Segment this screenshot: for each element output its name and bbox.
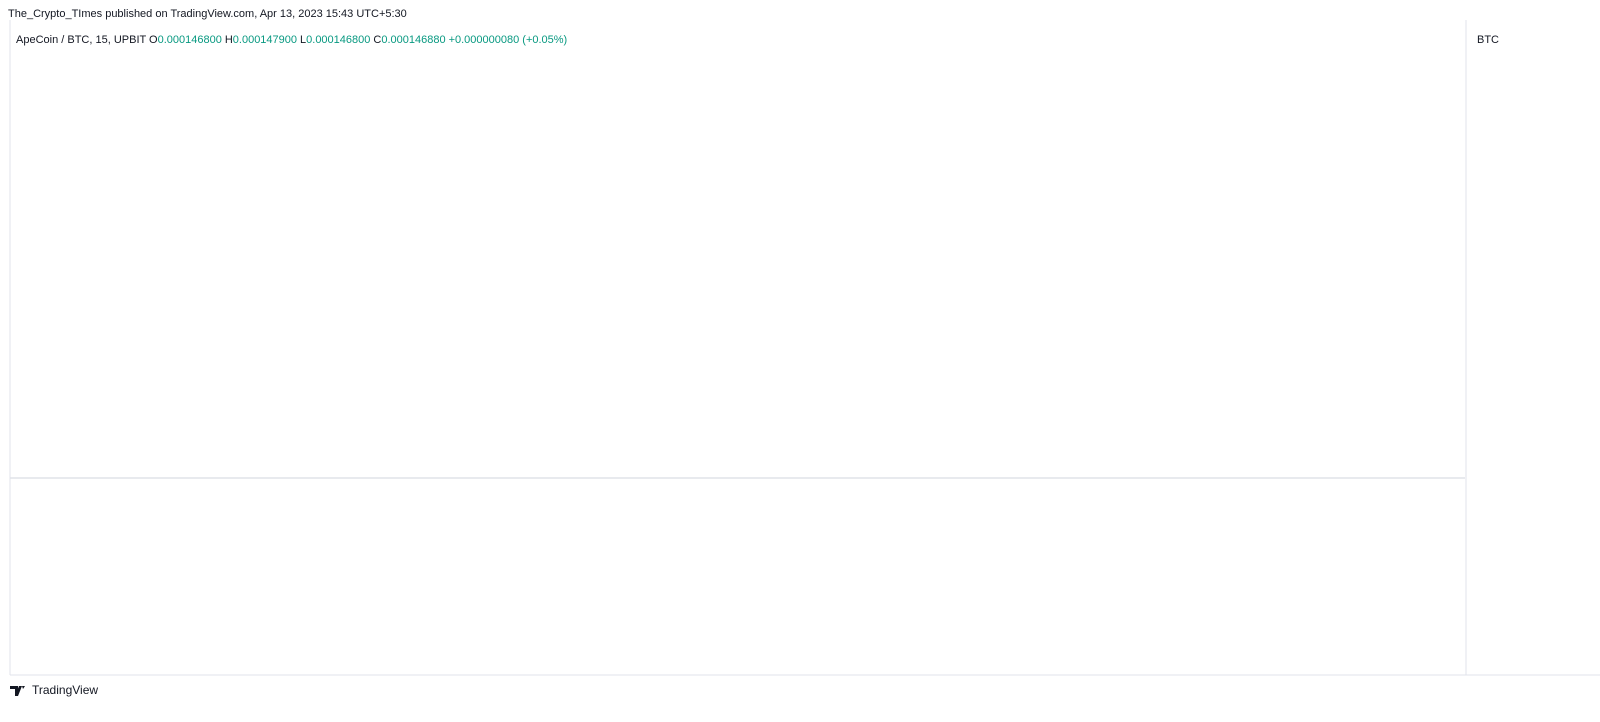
currency: BTC [1477, 34, 1499, 46]
ohlc-value: 0.000146800 [306, 34, 370, 46]
ohlc-key: O [149, 34, 158, 46]
publisher-line: The_Crypto_TImes published on TradingVie… [8, 8, 407, 20]
tradingview-logo [10, 686, 25, 696]
brand: TradingView [32, 683, 98, 697]
ohlc-key: C [373, 34, 381, 46]
ohlc-value: 0.000146880 [381, 34, 445, 46]
ohlc-key: L [300, 34, 306, 46]
logo-mark [10, 686, 25, 696]
ohlc-change: +0.000000080 (+0.05%) [449, 34, 568, 46]
ohlc-value: 0.000147900 [233, 34, 297, 46]
symbol: ApeCoin / BTC, 15, UPBIT [16, 34, 146, 46]
ohlc-key: H [225, 34, 233, 46]
ohlc-value: 0.000146800 [158, 34, 222, 46]
legend: ApeCoin / BTC, 15, UPBIT O0.000146800 H0.0… [16, 34, 567, 46]
